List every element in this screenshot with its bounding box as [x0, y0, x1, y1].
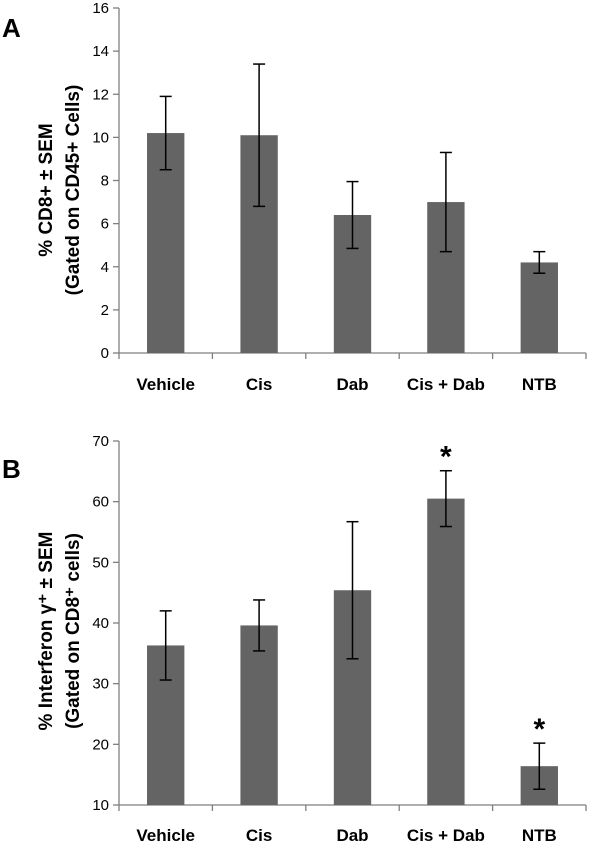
panel-b-y-tick-label: 20: [92, 736, 109, 753]
panel-a-y-tick-label: 12: [92, 86, 109, 103]
panel-a-category-label: Cis: [246, 375, 272, 394]
panel-b-y-tick-label: 50: [92, 554, 109, 571]
panel-a-y-tick-label: 10: [92, 129, 109, 146]
panel-b-category-label: Dab: [336, 826, 368, 845]
panel-a-bars: Vehicle Cis Dab Cis + Dab NTB: [136, 63, 558, 394]
panel-b-significance-marker: *: [440, 441, 452, 474]
panel-b-significance-marker: *: [533, 713, 545, 746]
panel-b-ylabel-line1: % Interferon γ⁺ ± SEM: [36, 532, 57, 731]
panel-a-category-label: Cis + Dab: [407, 375, 485, 394]
panel-b-bar: [427, 498, 465, 805]
panel-a-axes: 0 2 4 6 8 10 12 14 16: [92, 0, 587, 362]
panel-b-category-label: NTB: [522, 826, 557, 845]
panel-a-ylabel-line2: (Gated on CD45+ Cells): [63, 85, 84, 296]
panel-b-ylabel-line2: (Gated on CD8⁺ cells): [63, 533, 84, 729]
panel-a-category-label: Vehicle: [136, 375, 195, 394]
panel-a-y-tick-label: 6: [101, 216, 109, 233]
panel-b-category-label: Cis + Dab: [407, 826, 485, 845]
panel-b: B % Interferon γ⁺ ± SEM (Gated on CD8⁺ c…: [2, 433, 587, 845]
panel-b-y-tick-label: 60: [92, 494, 109, 511]
panel-a-y-tick-label: 2: [101, 302, 109, 319]
panel-b-y-tick-label: 40: [92, 615, 109, 632]
panel-a: A % CD8+ ± SEM (Gated on CD45+ Cells) 0 2…: [2, 0, 587, 394]
panel-a-y-tick-label: 0: [101, 345, 109, 362]
panel-a-bar: [520, 262, 558, 353]
panel-a-category-label: NTB: [522, 375, 557, 394]
panel-b-bar: [240, 625, 278, 805]
panel-b-category-label: Vehicle: [136, 826, 195, 845]
panel-b-y-tick-label: 10: [92, 797, 109, 814]
panel-a-y-tick-label: 14: [92, 43, 109, 60]
panel-a-y-tick-label: 16: [92, 0, 109, 17]
panel-b-y-tick-label: 70: [92, 433, 109, 450]
panel-b-y-tick-label: 30: [92, 676, 109, 693]
panel-a-ylabel-line1: % CD8+ ± SEM: [36, 123, 57, 256]
panel-a-y-tick-label: 4: [101, 259, 109, 276]
panel-a-y-tick-label: 8: [101, 173, 109, 190]
panel-a-letter: A: [2, 13, 21, 43]
panel-b-letter: B: [2, 454, 21, 484]
panel-a-category-label: Dab: [336, 375, 368, 394]
panel-b-category-label: Cis: [246, 826, 272, 845]
panel-b-bars: Vehicle Cis Dab Cis + Dab * NTB *: [136, 441, 558, 845]
